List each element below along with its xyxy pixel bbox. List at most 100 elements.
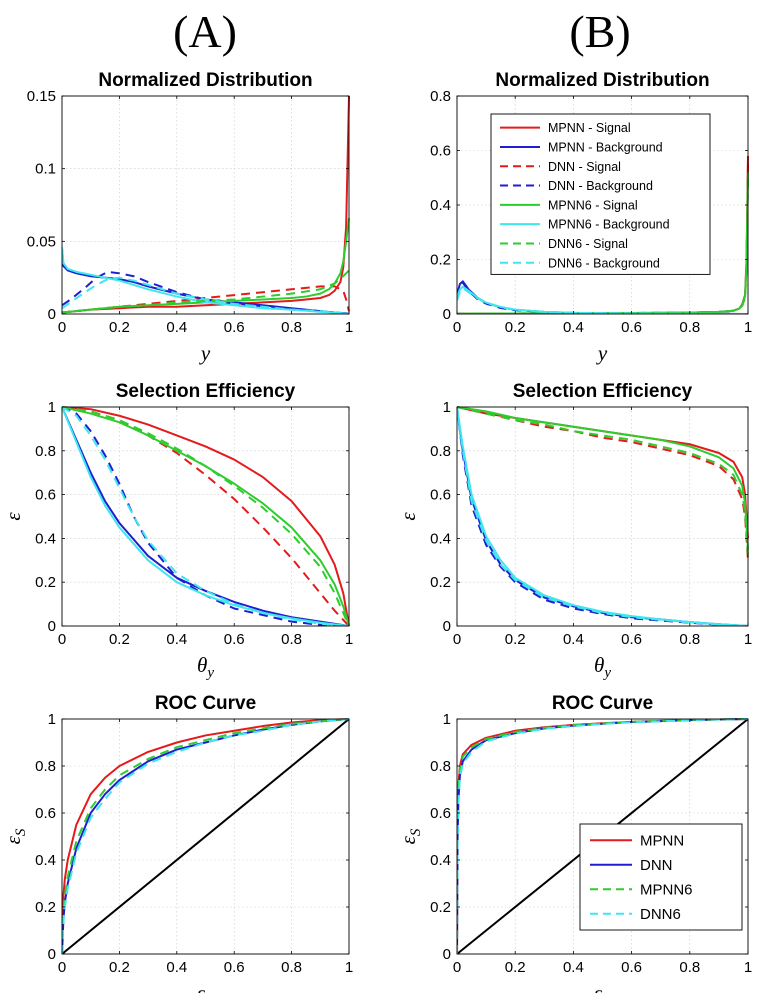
series-random [62, 718, 350, 954]
x-tick-label: 1 [345, 959, 353, 976]
y-tick-label: 0.2 [430, 574, 451, 591]
series-dnn6-signal [62, 406, 350, 626]
x-tick-label: 0.4 [166, 959, 187, 976]
x-tick-label: 0.6 [224, 631, 245, 648]
series-dnn6 [62, 718, 350, 954]
legend-label: MPNN6 - Background [548, 218, 670, 232]
x-axis-label: εB [594, 981, 611, 993]
series-group [62, 406, 350, 626]
legend-label: MPNN - Background [548, 140, 663, 154]
series-mpnn6 [457, 718, 749, 954]
y-tick-label: 0.05 [27, 233, 56, 250]
series-mpnn-background [457, 406, 749, 626]
x-tick-label: 0.2 [109, 631, 130, 648]
y-axis-label: ε [396, 512, 420, 521]
x-tick-label: 0.2 [505, 631, 526, 648]
series-mpnn-signal [62, 406, 350, 626]
x-tick-label: 0.6 [224, 959, 245, 976]
x-tick-label: 1 [345, 319, 353, 336]
series-mpnn6-background [62, 406, 350, 626]
axes-box [456, 718, 749, 955]
y-axis-label: ε [1, 512, 25, 521]
y-tick-label: 0.6 [35, 487, 56, 504]
series-mpnn6-signal [457, 406, 749, 550]
chart-title: Normalized Distribution [495, 70, 709, 91]
chart-title: Selection Efficiency [116, 381, 296, 402]
legend-label: DNN6 [640, 906, 681, 923]
series-dnn6-signal [457, 177, 749, 314]
y-tick-label: 0 [48, 946, 56, 963]
y-tick-label: 0.4 [430, 530, 451, 547]
x-tick-label: 0.8 [679, 631, 700, 648]
y-tick-label: 1 [48, 711, 56, 728]
series-dnn6-signal [457, 406, 749, 556]
y-tick-label: 0.8 [430, 443, 451, 460]
y-tick-label: 0 [48, 618, 56, 635]
chart-A-dist: 0 0.2 0.4 0.6 0.8 1 0 0.05 0.1 0.15 Normalized Dis… [27, 70, 353, 365]
column-label-b: (B) [569, 6, 630, 57]
x-tick-label: 0.2 [109, 319, 130, 336]
x-axis-label: y [596, 341, 608, 365]
y-tick-label: 1 [443, 711, 451, 728]
legend: MPNN - Signal MPNN - Background DNN - Sign… [490, 113, 711, 275]
x-tick-label: 0 [58, 319, 66, 336]
legend-label: DNN - Signal [548, 160, 621, 174]
legend-box [579, 823, 743, 931]
y-tick-label: 0.4 [35, 852, 56, 869]
x-tick-label: 0 [453, 959, 461, 976]
axes-box [61, 718, 350, 955]
x-tick-label: 0.6 [224, 319, 245, 336]
series-mpnn-background [62, 406, 350, 626]
legend-label: MPNN6 [640, 882, 693, 899]
chart-title: Normalized Distribution [98, 70, 312, 91]
x-tick-label: 0.2 [505, 319, 526, 336]
y-tick-label: 0.4 [430, 852, 451, 869]
x-tick-label: 0.4 [166, 319, 187, 336]
chart-B-dist: 0 0.2 0.4 0.6 0.8 1 0 0.2 0.4 0.6 0.8 Normalized Di… [430, 70, 752, 365]
series-dnn-background [457, 406, 749, 626]
series-mpnn-signal [457, 406, 749, 539]
series-group [62, 718, 350, 954]
series-dnn-background [62, 406, 350, 626]
chart-B-roc: 0 0.2 0.4 0.6 0.8 1 0 0.2 0.4 0.6 0.8 1 ROC Curve εB ε… [396, 693, 752, 993]
y-tick-label: 0.2 [430, 252, 451, 269]
x-tick-label: 0.8 [281, 319, 302, 336]
axes-box [61, 406, 350, 627]
series-dnn6-signal [62, 269, 350, 314]
x-axis-label: θy [197, 653, 214, 681]
legend-label: DNN6 - Background [548, 256, 660, 270]
y-tick-label: 0.1 [35, 161, 56, 178]
axes-box [456, 406, 749, 627]
x-tick-label: 0 [58, 959, 66, 976]
y-tick-label: 0.2 [35, 574, 56, 591]
x-axis-label: y [199, 341, 211, 365]
x-tick-label: 1 [744, 959, 752, 976]
legend-label: DNN6 - Signal [548, 237, 628, 251]
x-tick-label: 0.2 [109, 959, 130, 976]
x-tick-label: 1 [744, 319, 752, 336]
x-tick-label: 0.4 [563, 631, 584, 648]
legend-box [490, 113, 711, 275]
series-dnn-background [457, 281, 749, 314]
chart-B-eff: 0 0.2 0.4 0.6 0.8 1 0 0.2 0.4 0.6 0.8 1 Selection Ef… [396, 381, 752, 681]
y-tick-label: 0 [48, 306, 56, 323]
series-mpnn-signal [62, 95, 350, 314]
chart-title: ROC Curve [552, 693, 653, 714]
x-tick-label: 0.6 [621, 631, 642, 648]
series-group [457, 406, 749, 626]
chart-title: Selection Efficiency [513, 381, 693, 402]
series-dnn6-background [457, 406, 749, 626]
y-tick-label: 0 [443, 618, 451, 635]
y-tick-label: 0.4 [35, 530, 56, 547]
series-mpnn6-signal [62, 406, 350, 626]
y-tick-label: 0.2 [35, 899, 56, 916]
y-tick-label: 0 [443, 946, 451, 963]
chart-A-roc: 0 0.2 0.4 0.6 0.8 1 0 0.2 0.4 0.6 0.8 1 ROC Curve εB ε… [1, 693, 353, 993]
y-tick-label: 0.8 [430, 88, 451, 105]
legend-label: DNN - Background [548, 179, 653, 193]
series-mpnn [62, 718, 350, 954]
x-tick-label: 0.6 [621, 959, 642, 976]
y-tick-label: 0.6 [430, 143, 451, 160]
x-tick-label: 0 [453, 631, 461, 648]
x-axis-label: εB [197, 981, 214, 993]
